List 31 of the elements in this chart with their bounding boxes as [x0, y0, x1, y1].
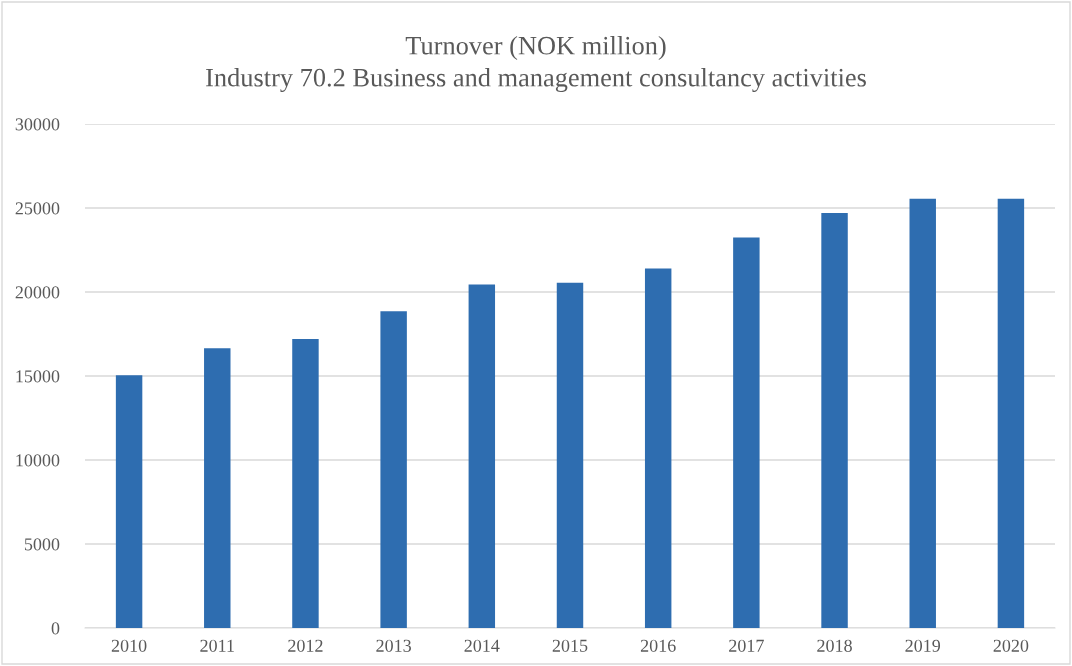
- x-tick-label: 2012: [288, 639, 323, 652]
- y-tick-label: 5000: [24, 538, 60, 551]
- bar: [556, 282, 584, 628]
- bar: [733, 237, 760, 628]
- bar: [644, 268, 672, 628]
- bar: [115, 375, 143, 628]
- y-tick-label: 25000: [15, 202, 60, 215]
- x-tick-label: 2018: [817, 639, 852, 652]
- chart-subtitle: Industry 70.2 Business and management consultancy activities: [206, 68, 866, 92]
- x-tick-label: 2015: [552, 639, 588, 652]
- bar: [997, 198, 1025, 628]
- chart-title: Turnover (NOK million): [405, 36, 666, 60]
- bar: [380, 311, 407, 628]
- x-tick-label: 2010: [111, 639, 147, 652]
- x-tick-label: 2019: [905, 639, 941, 652]
- bar: [468, 284, 496, 628]
- bar: [821, 213, 848, 628]
- y-tick-label: 30000: [15, 118, 60, 131]
- x-tick-label: 2011: [200, 639, 234, 652]
- y-tick-label: 20000: [15, 286, 60, 299]
- x-tick-label: 2014: [464, 639, 500, 652]
- x-tick-label: 2020: [993, 639, 1029, 652]
- bar: [909, 198, 936, 628]
- x-tick-label: 2013: [376, 639, 411, 652]
- y-tick-label: 15000: [16, 370, 60, 383]
- x-tick-label: 2016: [640, 639, 676, 652]
- bar: [292, 339, 319, 628]
- bar: [204, 348, 231, 628]
- y-tick-label: 10000: [16, 454, 60, 467]
- y-tick-label: 0: [51, 622, 60, 635]
- x-tick-label: 2017: [729, 639, 764, 652]
